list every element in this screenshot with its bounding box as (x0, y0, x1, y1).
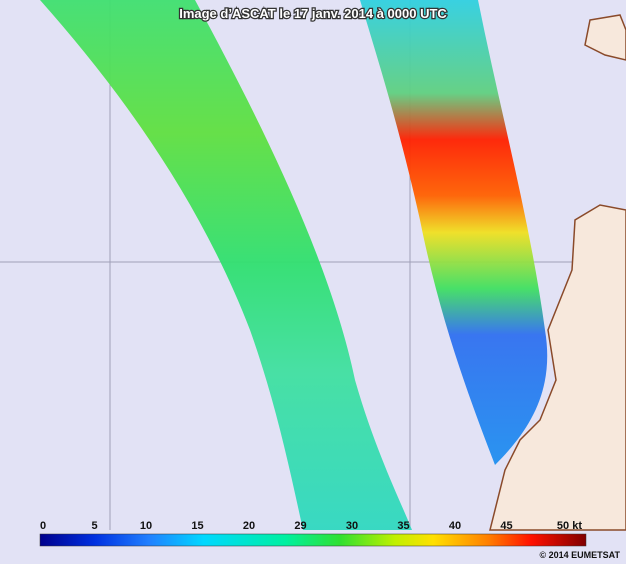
scale-label: 20 (243, 520, 255, 532)
scale-label: 35 (397, 520, 409, 532)
scale-label: 50 kt (557, 520, 582, 532)
color-scale (39, 533, 587, 547)
scale-label: 15 (191, 520, 203, 532)
scale-label: 40 (449, 520, 461, 532)
scale-label: 0 (40, 520, 46, 532)
land (489, 204, 626, 531)
scale-label: 5 (91, 520, 97, 532)
scale-label: 30 (346, 520, 358, 532)
title: Image d’ASCAT le 17 janv. 2014 à 0000 UT… (179, 6, 447, 21)
scale-labels: 0 5 10 15 20 29 30 35 40 45 50 kt (40, 520, 582, 532)
scale-label: 29 (294, 520, 306, 532)
scale-label: 10 (140, 520, 152, 532)
scale-label: 45 (500, 520, 512, 532)
credit: © 2014 EUMETSAT (540, 550, 621, 560)
swath-west (40, 0, 412, 530)
land (584, 14, 626, 61)
swath-east (360, 0, 548, 465)
